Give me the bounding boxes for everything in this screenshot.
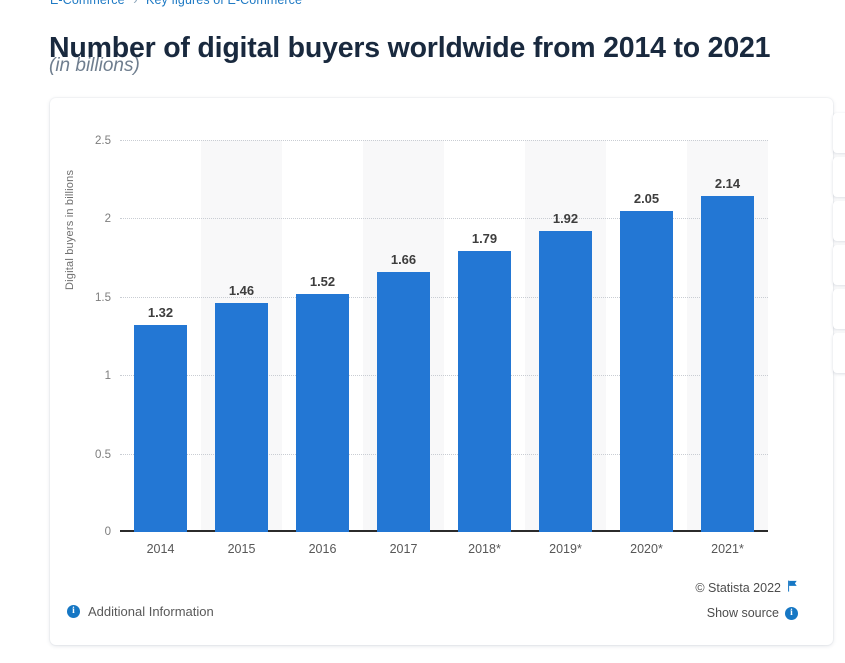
- info-icon: i: [785, 606, 798, 620]
- gridline: 2: [105, 213, 768, 225]
- y-axis-title: Digital buyers in billions: [64, 169, 76, 290]
- x-tick-label: 2016: [308, 542, 337, 556]
- bar-slot: 1.79: [444, 140, 525, 532]
- page-title: Number of digital buyers worldwide from …: [49, 32, 771, 65]
- info-icon: i: [67, 605, 80, 618]
- copyright: © Statista 2022: [695, 580, 798, 595]
- copyright-text: © Statista 2022: [695, 580, 781, 595]
- bar-value-label: 1.66: [390, 251, 417, 267]
- bar-slot: 1.32: [120, 140, 201, 532]
- bar-slot: 2.14: [687, 140, 768, 532]
- cite-button[interactable]: [833, 289, 845, 329]
- chart-card: Digital buyers in billions 2.5 2 1.5 1 0: [50, 98, 845, 645]
- bar-value-label: 1.92: [552, 210, 579, 226]
- gridline: 1.5: [95, 292, 768, 304]
- x-tick-label: 2018*: [468, 542, 501, 556]
- additional-information-button[interactable]: i Additional Information: [67, 604, 214, 619]
- y-tick-label: 1.5: [95, 291, 111, 304]
- y-tick-label: 1: [104, 370, 111, 383]
- bar-slot: 1.66: [363, 140, 444, 532]
- bar[interactable]: [539, 230, 592, 532]
- x-tick-label: 2019*: [549, 542, 582, 556]
- breadcrumb-item-1[interactable]: Key figures of E-Commerce: [146, 0, 303, 7]
- x-tick-label: 2015: [227, 542, 256, 556]
- gridline: 1: [105, 370, 768, 382]
- x-axis-labels: 2014 2015 2016 2017 2018* 2019* 2020* 20…: [120, 542, 768, 556]
- bar[interactable]: [134, 325, 187, 532]
- bar-slot: 1.92: [525, 140, 606, 532]
- bar-value-label: 1.46: [228, 283, 255, 299]
- x-tick-label: 2017: [389, 542, 418, 556]
- show-source-label: Show source: [706, 606, 779, 620]
- bar[interactable]: [701, 196, 754, 532]
- gridline: 2.5: [95, 135, 768, 147]
- settings-button[interactable]: [833, 201, 845, 241]
- x-axis-baseline: 0: [105, 526, 768, 538]
- additional-information-label: Additional Information: [88, 604, 214, 619]
- x-tick-label: 2014: [146, 542, 175, 556]
- breadcrumb: E-Commerce › Key figures of E-Commerce: [50, 0, 302, 7]
- bar-series: 1.32 1.46 1.52 1.66 1.79 1.92: [120, 140, 768, 532]
- bar[interactable]: [620, 210, 673, 532]
- bar-value-label: 1.32: [147, 305, 174, 321]
- bar[interactable]: [296, 293, 349, 532]
- print-button[interactable]: [833, 333, 845, 373]
- bar[interactable]: [215, 303, 268, 532]
- chart-action-rail: [833, 113, 845, 373]
- x-tick-label: 2020*: [630, 542, 663, 556]
- flag-icon[interactable]: [787, 580, 798, 595]
- bar-value-label: 2.05: [633, 190, 660, 206]
- y-tick-label: 0.5: [95, 448, 111, 461]
- bar-slot: 1.52: [282, 140, 363, 532]
- share-button[interactable]: [833, 245, 845, 285]
- y-tick-label: 2.5: [95, 135, 111, 147]
- plot-area: 2.5 2 1.5 1 0.5 0 1.32 1.46: [95, 135, 768, 538]
- bar-value-label: 1.52: [309, 273, 336, 289]
- favorite-button[interactable]: [833, 113, 845, 153]
- page-subtitle: (in billions): [49, 55, 140, 76]
- bar-value-label: 2.14: [714, 176, 741, 192]
- bar[interactable]: [458, 251, 511, 532]
- y-tick-label: 0: [104, 526, 111, 538]
- bar-slot: 1.46: [201, 140, 282, 532]
- breadcrumb-item-0[interactable]: E-Commerce: [50, 0, 125, 7]
- breadcrumb-separator: ›: [133, 0, 138, 7]
- y-tick-label: 2: [104, 213, 111, 226]
- bar[interactable]: [377, 271, 430, 532]
- alert-button[interactable]: [833, 157, 845, 197]
- x-tick-label: 2021*: [711, 542, 744, 556]
- show-source-button[interactable]: Show source i: [707, 606, 798, 620]
- bar-slot: 2.05: [606, 140, 687, 532]
- bar-value-label: 1.79: [471, 231, 498, 247]
- gridline: 0.5: [95, 449, 768, 461]
